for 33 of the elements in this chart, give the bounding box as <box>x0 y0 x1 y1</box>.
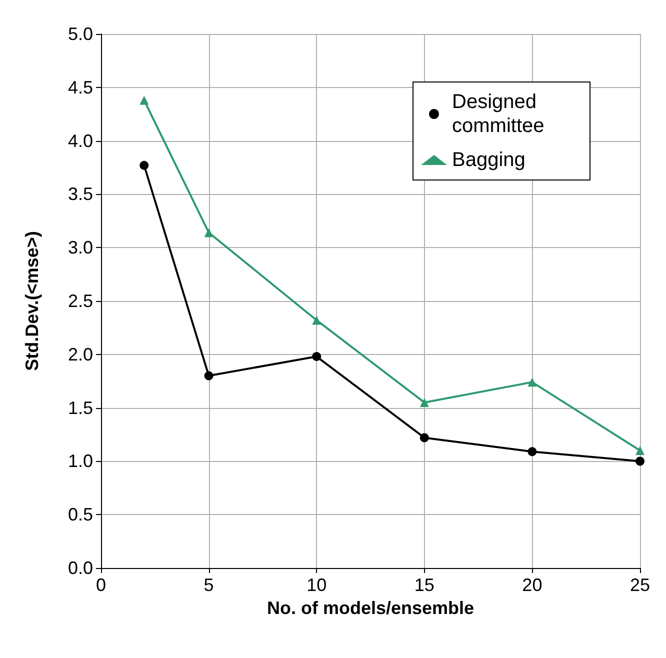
point <box>636 446 644 456</box>
point <box>420 433 429 442</box>
y-tick-label: 5.0 <box>68 24 93 44</box>
y-tick-label: 4.0 <box>68 130 93 151</box>
point <box>528 378 537 387</box>
point <box>312 316 322 325</box>
y-tick-label: 1.5 <box>68 398 93 418</box>
point <box>636 456 644 466</box>
y-tick-label: 0.0 <box>68 558 93 578</box>
y-tick-label: 3.0 <box>68 238 93 258</box>
x-tick-label: 15 <box>414 575 434 595</box>
x-axis-title: No. of models/ensemble <box>266 598 474 618</box>
y-axis-title: Std.Dev.(<mse>) <box>22 231 42 371</box>
y-tick-label: 1.0 <box>68 451 93 472</box>
point <box>312 352 322 362</box>
point <box>204 371 214 380</box>
x-tick-label: 25 <box>630 575 650 595</box>
y-tick-label: 0.5 <box>68 504 93 525</box>
legend-label: Bagging <box>452 149 526 171</box>
y-tick-label: 4.5 <box>68 77 93 98</box>
point <box>140 160 149 170</box>
y-tick-label: 2.0 <box>68 344 93 364</box>
y-tick-label: 3.5 <box>68 184 93 204</box>
point <box>140 96 149 105</box>
y-tick-label: 2.5 <box>68 291 93 311</box>
x-tick-label: 0 <box>96 575 106 595</box>
legend-label: Designed committee <box>452 91 544 137</box>
point <box>528 447 537 456</box>
x-tick-label: 5 <box>204 575 214 595</box>
point <box>420 398 429 407</box>
point <box>204 228 214 238</box>
x-tick-label: 20 <box>522 575 542 595</box>
x-tick-label: 10 <box>306 575 327 595</box>
